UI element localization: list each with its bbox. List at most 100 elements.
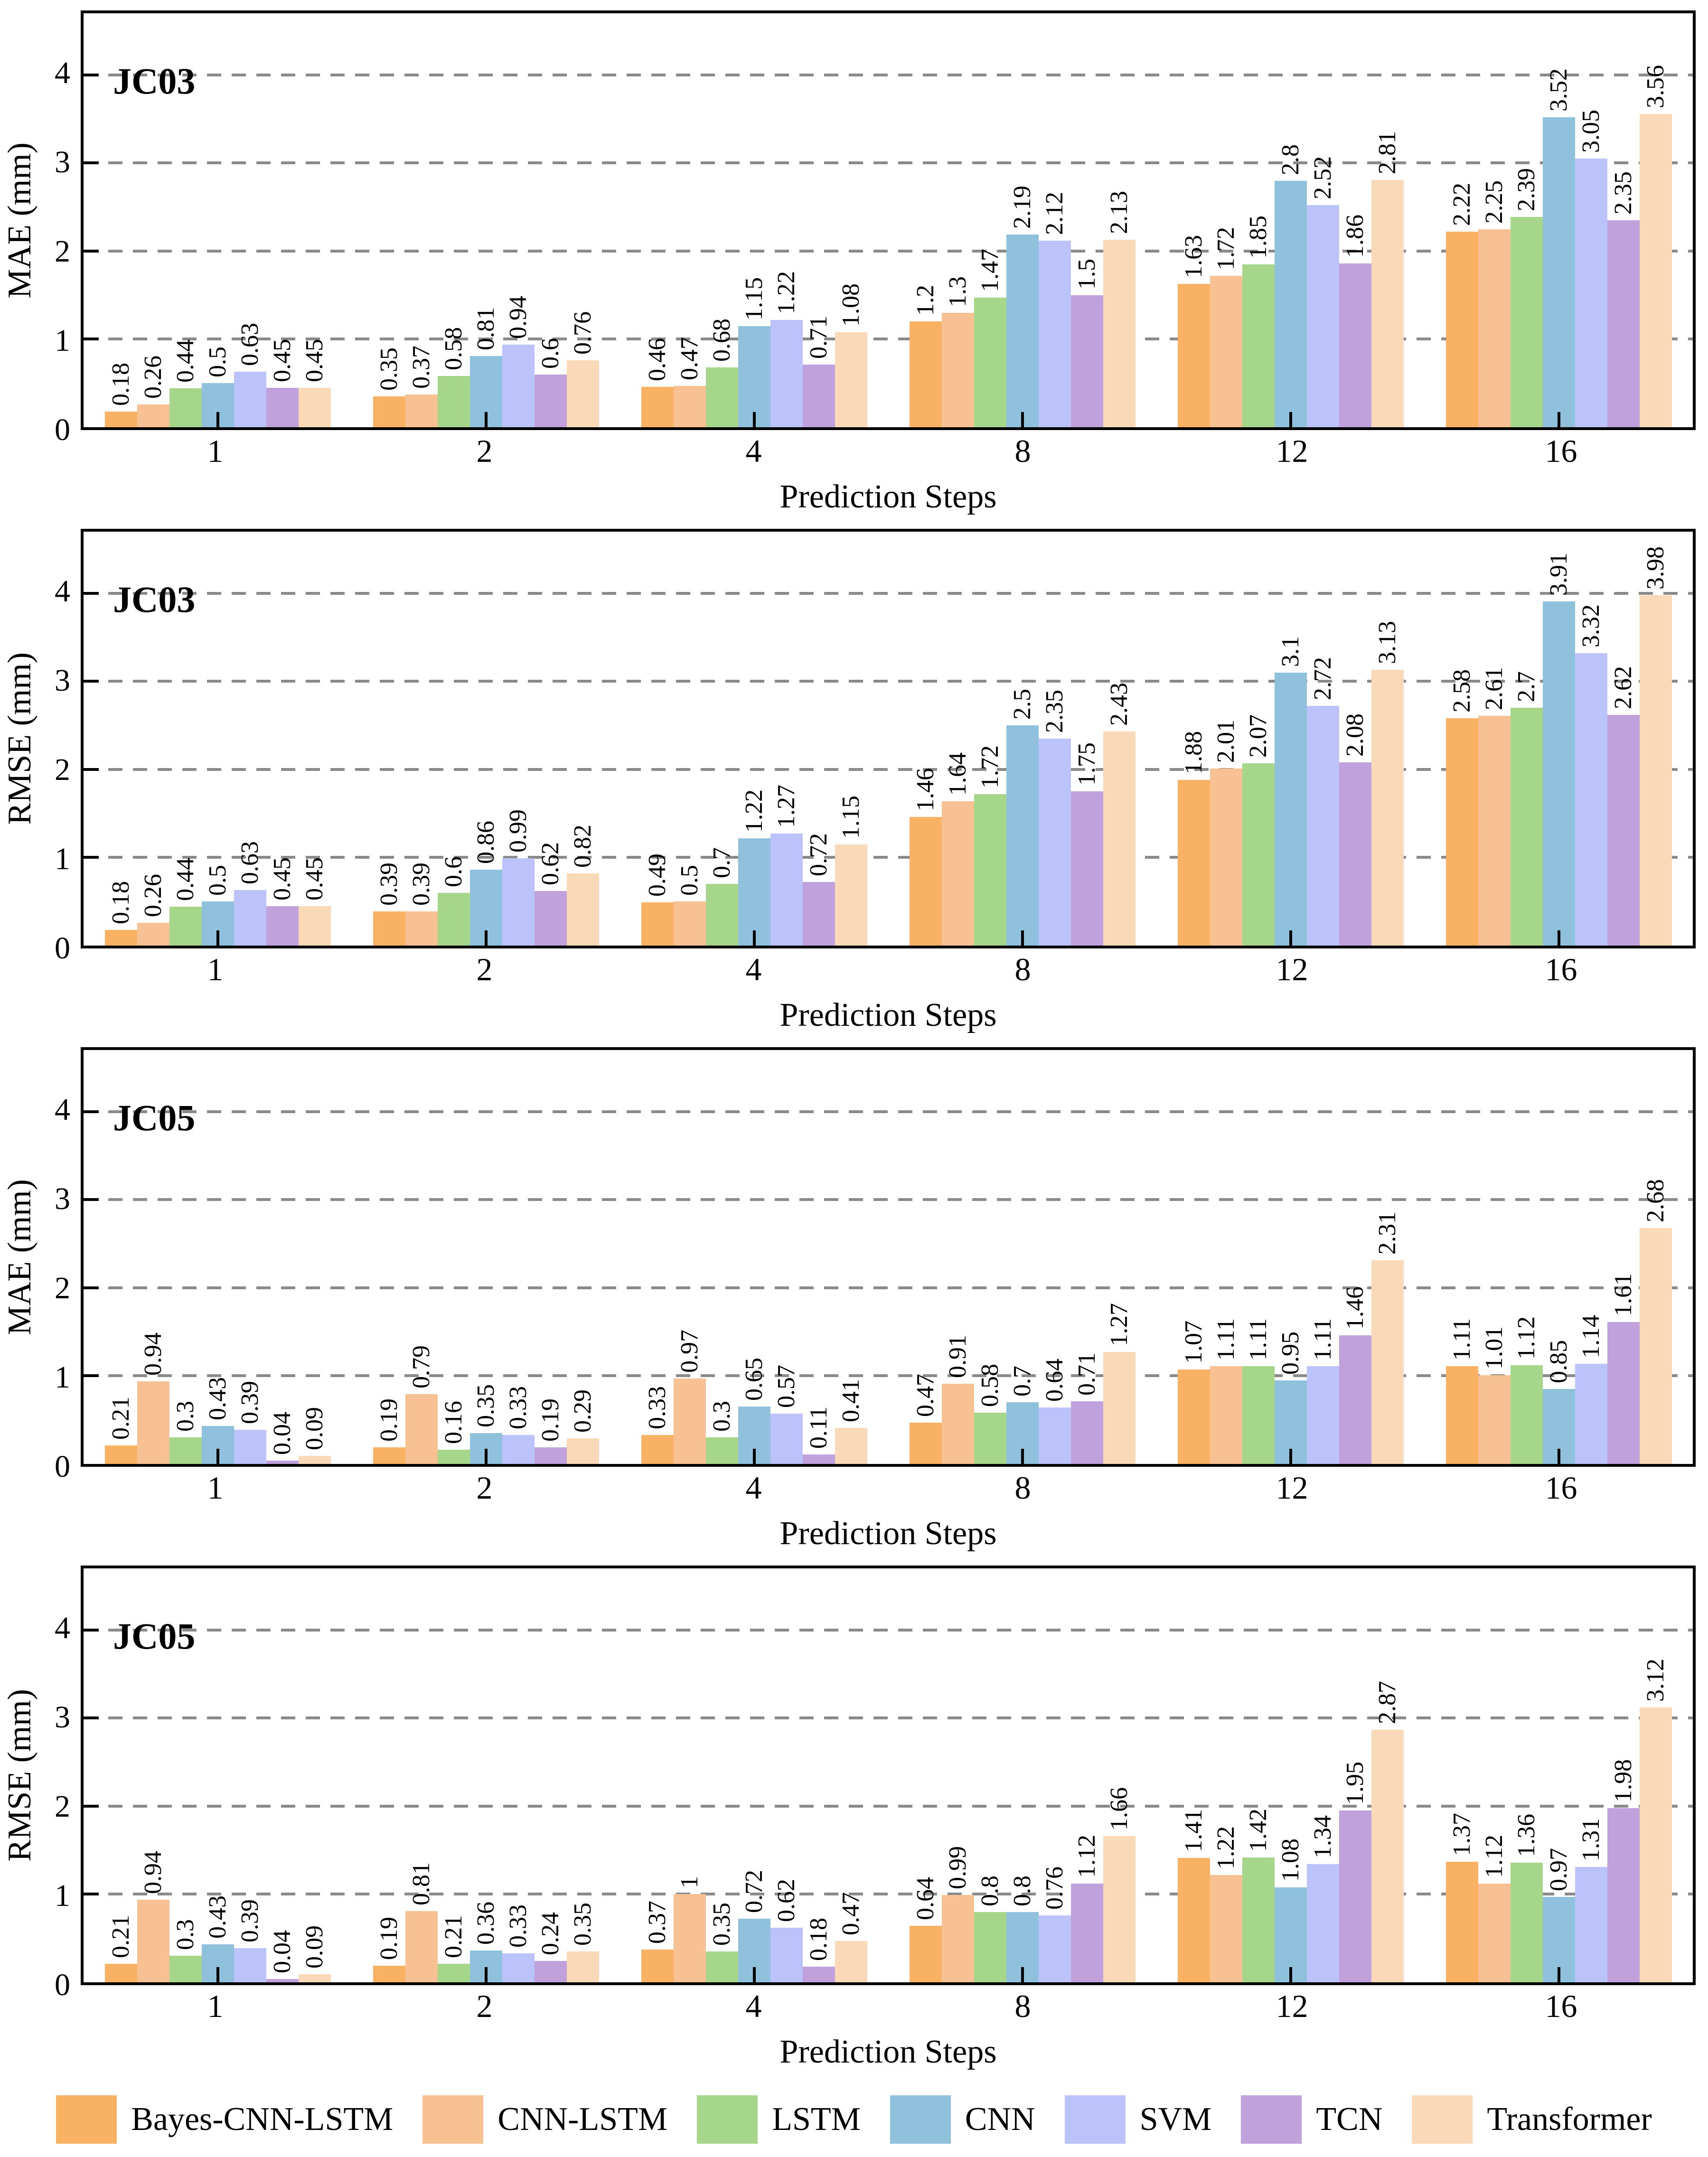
chart-jc03-rmse: RMSE (mm) 0 1 2 3 4 JC03 0.18 0.26 0.44 0.5 0.63 0.4… <box>0 529 1708 1047</box>
bar-transformer <box>835 844 867 946</box>
x-tick-label: 4 <box>745 433 762 469</box>
x-tick-mark <box>484 930 488 946</box>
bar-cell: 0.33 <box>502 1050 535 1464</box>
bar-cnn-lstm <box>673 1379 706 1464</box>
bar-value-label: 0.21 <box>107 1397 134 1440</box>
bar-cell: 1.5 <box>1070 13 1103 427</box>
bar-cell: 2.5 <box>1006 532 1039 946</box>
y-axis-title: MAE (mm) <box>1 1179 38 1335</box>
bar-value-label: 1.12 <box>1480 1835 1508 1878</box>
bar-value-label: 0.79 <box>407 1345 435 1389</box>
bar-cell: 0.37 <box>405 13 438 427</box>
bar-cell: 2.35 <box>1038 532 1071 946</box>
bar-cnn-lstm <box>673 1894 706 1982</box>
gridline <box>84 73 1693 76</box>
gridline <box>84 161 1693 165</box>
bar-value-label: 1 <box>676 1876 703 1889</box>
bar-cell: 0.63 <box>234 532 266 946</box>
bar-value-label: 0.76 <box>1041 1866 1068 1910</box>
bar-value-label: 2.12 <box>1041 191 1068 235</box>
y-tick-labels: 0 1 2 3 4 <box>40 529 81 964</box>
bar-value-label: 1.12 <box>1512 1316 1540 1360</box>
y-tick-mark <box>84 1374 99 1378</box>
bar-value-label: 0.44 <box>171 339 199 383</box>
bar-tcn <box>534 374 567 427</box>
bar-cell: 1.2 <box>909 13 942 427</box>
bar-cell: 0.45 <box>298 532 331 946</box>
bar-cell: 0.39 <box>234 1050 266 1464</box>
bar-transformer <box>1639 595 1672 946</box>
y-tick-label: 2 <box>55 752 70 787</box>
bar-value-label: 0.49 <box>643 853 671 897</box>
bar-value-label: 0.45 <box>268 857 296 900</box>
bar-value-label: 0.5 <box>204 865 231 896</box>
bar-lstm <box>974 794 1006 946</box>
bar-tcn <box>802 1966 835 1982</box>
bar-cell: 0.3 <box>705 1050 738 1464</box>
bar-cell: 0.21 <box>104 1050 137 1464</box>
bar-cell: 0.72 <box>738 1568 770 1982</box>
bar-transformer <box>1371 1729 1404 1982</box>
legend-swatch <box>1412 2095 1473 2144</box>
bar-value-label: 0.5 <box>204 347 231 378</box>
bar-cell: 0.18 <box>802 1568 835 1982</box>
bar-cell: 3.12 <box>1639 1568 1672 1982</box>
bar-cell: 1.07 <box>1177 1050 1210 1464</box>
y-tick-label: 3 <box>55 1181 70 1216</box>
bar-value-label: 0.19 <box>375 1398 403 1442</box>
bar-cnn <box>738 838 770 946</box>
bar-cell: 0.62 <box>534 532 567 946</box>
bar-value-label: 0.72 <box>805 833 832 877</box>
bar-transformer <box>1371 670 1404 946</box>
x-tick-label: 12 <box>1276 1988 1308 2024</box>
bar-svm <box>502 344 535 427</box>
bar-cell: 0.33 <box>641 1050 674 1464</box>
bar-cell: 1.22 <box>1210 1568 1242 1982</box>
y-tick-mark <box>84 1286 99 1289</box>
x-tick-mark <box>1021 1967 1024 1982</box>
bar-value-label: 2.25 <box>1480 180 1508 224</box>
bar-value-label: 2.08 <box>1341 713 1369 757</box>
bar-value-label: 0.36 <box>472 1902 499 1945</box>
bar-transformer <box>566 360 599 427</box>
bar-value-label: 1.12 <box>1073 1835 1100 1878</box>
bar-cnn <box>1542 601 1575 946</box>
gridline <box>84 1893 1693 1896</box>
x-tick-mark <box>1289 412 1292 427</box>
bar-value-label: 0.21 <box>440 1915 467 1959</box>
bar-lstm <box>169 1956 202 1982</box>
bar-value-label: 0.62 <box>536 842 564 885</box>
bar-cell: 2.61 <box>1478 532 1511 946</box>
bar-value-label: 3.52 <box>1545 68 1572 112</box>
bar-value-label: 1.63 <box>1180 234 1207 278</box>
x-tick-label: 16 <box>1545 951 1577 987</box>
legend-label: Bayes-CNN-LSTM <box>131 2101 394 2138</box>
bar-value-label: 0.7 <box>708 847 735 879</box>
bar-svm <box>234 1948 266 1982</box>
y-axis-title: MAE (mm) <box>1 142 38 299</box>
y-tick-label: 0 <box>55 1968 70 2002</box>
bar-value-label: 0.64 <box>1041 1359 1068 1402</box>
gridline <box>84 856 1693 859</box>
bar-value-label: 0.09 <box>300 1407 328 1451</box>
bar-cell: 1.72 <box>1210 13 1242 427</box>
bar-cell: 0.94 <box>137 1568 169 1982</box>
bar-cell: 1.12 <box>1510 1050 1543 1464</box>
bar-cell: 0.19 <box>534 1050 567 1464</box>
charts-container: MAE (mm) 0 1 2 3 4 JC03 0.18 0.26 0.44 0.5 0.63 0.45… <box>0 10 1708 2084</box>
bar-value-label: 0.94 <box>139 1332 167 1376</box>
bar-cell: 0.81 <box>405 1568 438 1982</box>
bar-groups: 0.21 0.94 0.3 0.43 0.39 0.04 0.09 0.19 0.81 0.21 0… <box>84 1568 1693 1982</box>
bar-group-step-4: 0.37 1 0.35 0.72 0.62 0.18 0.47 <box>620 1568 888 1982</box>
bar-group-step-2: 0.19 0.79 0.16 0.35 0.33 0.19 0.29 <box>352 1050 620 1464</box>
bar-group-step-8: 0.47 0.91 0.58 0.7 0.64 0.71 1.27 <box>888 1050 1156 1464</box>
bar-transformer <box>835 1427 867 1464</box>
bar-value-label: 2.35 <box>1609 171 1637 215</box>
x-tick-label: 16 <box>1545 1988 1577 2024</box>
bar-value-label: 0.7 <box>1008 1366 1036 1397</box>
bar-svm <box>1038 739 1071 946</box>
bar-cell: 0.43 <box>201 1050 234 1464</box>
legend-label: TCN <box>1316 2101 1383 2138</box>
bar-cell: 1.11 <box>1210 1050 1242 1464</box>
bar-value-label: 2.72 <box>1309 657 1336 701</box>
